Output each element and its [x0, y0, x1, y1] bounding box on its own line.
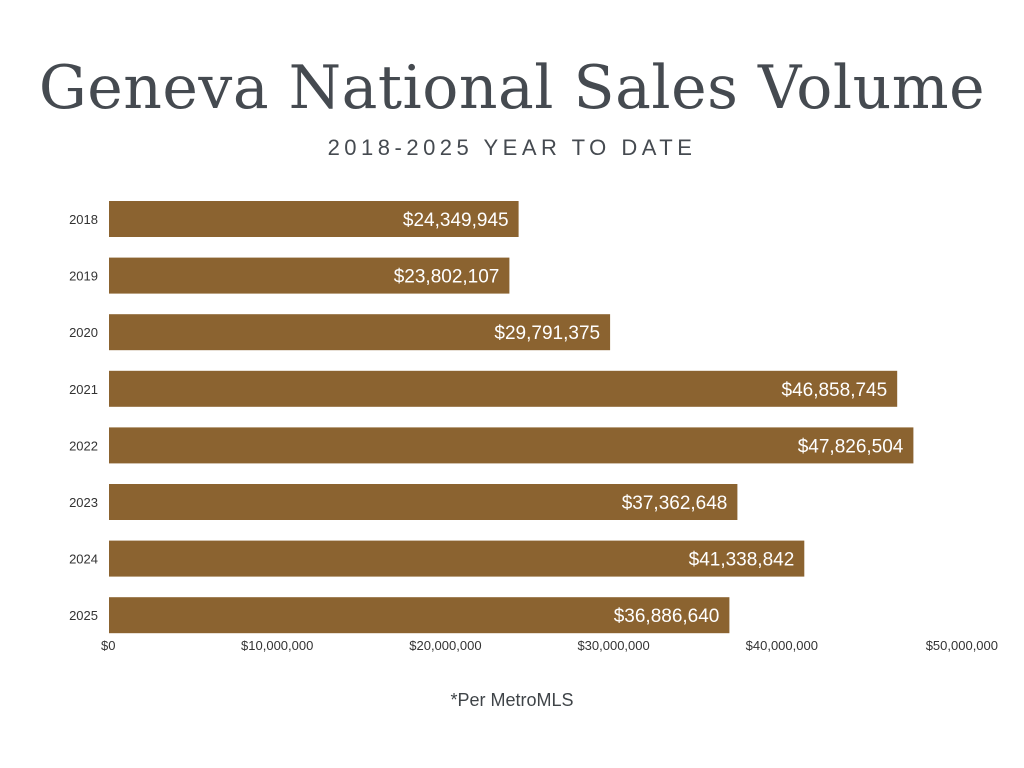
x-tick-label-2: $20,000,000: [409, 638, 481, 653]
data-label-2018: $24,349,945: [403, 210, 509, 231]
bar-2021: [109, 370, 898, 407]
bar-2025: [109, 597, 730, 634]
data-labels: $24,349,945 $23,802,107 $29,791,375 $46,858…: [394, 210, 904, 627]
category-label-2022: 2022: [69, 438, 98, 453]
data-label-2023: $37,362,648: [622, 493, 728, 514]
x-axis-tick-labels: $0 $10,000,000 $20,000,000 $30,000,000 $40,0…: [101, 638, 998, 653]
data-label-2020: $29,791,375: [494, 323, 600, 344]
bar-2022: [109, 427, 914, 464]
x-tick-label-5: $50,000,000: [926, 638, 998, 653]
category-labels: 2018 2019 2020 2021 2022 2023 2024 2025: [69, 212, 98, 623]
category-label-2019: 2019: [69, 269, 98, 284]
chart-subtitle: 2018-2025 YEAR TO DATE: [327, 135, 697, 160]
data-label-2024: $41,338,842: [689, 550, 795, 571]
category-label-2023: 2023: [69, 495, 98, 510]
category-label-2025: 2025: [69, 608, 98, 623]
bar-2023: [109, 484, 738, 520]
bar-2020: [109, 314, 611, 351]
data-label-2021: $46,858,745: [782, 380, 888, 401]
chart-title: Geneva National Sales Volume: [38, 53, 986, 123]
data-label-2019: $23,802,107: [394, 267, 500, 288]
x-tick-label-0: $0: [101, 638, 115, 653]
category-label-2021: 2021: [69, 382, 98, 397]
category-label-2024: 2024: [69, 552, 98, 567]
bar-2024: [109, 540, 805, 577]
bar-2019: [109, 257, 510, 294]
bar-2018: [109, 201, 519, 237]
footnote: *Per MetroMLS: [450, 690, 574, 710]
category-label-2018: 2018: [69, 212, 98, 227]
x-tick-label-1: $10,000,000: [241, 638, 313, 653]
bars-layer: [109, 201, 914, 634]
data-label-2025: $36,886,640: [614, 606, 720, 627]
category-label-2020: 2020: [69, 325, 98, 340]
data-label-2022: $47,826,504: [798, 436, 904, 457]
x-tick-label-4: $40,000,000: [746, 638, 818, 653]
x-tick-label-3: $30,000,000: [577, 638, 649, 653]
